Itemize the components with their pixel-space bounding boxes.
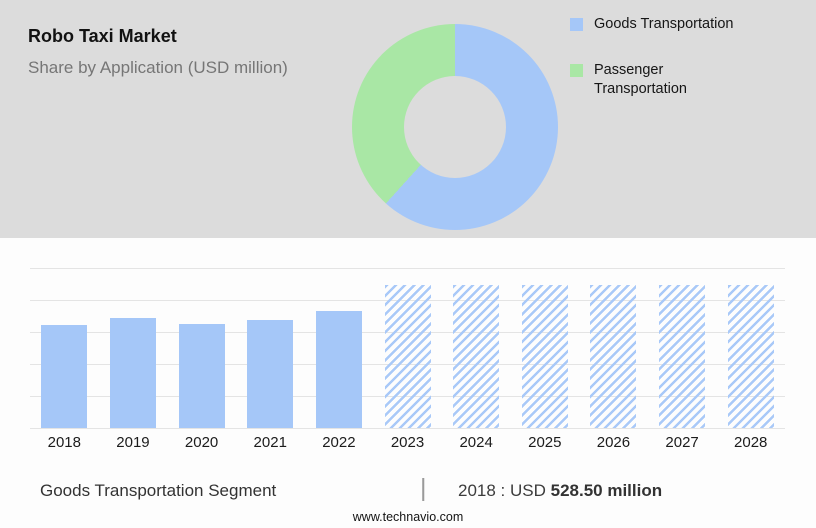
bar-cell-2026 <box>579 268 648 428</box>
bar-2019 <box>109 318 156 428</box>
donut-hole <box>404 76 506 178</box>
website-url: www.technavio.com <box>352 510 464 524</box>
page-title: Robo Taxi Market <box>28 26 177 46</box>
donut-chart <box>352 24 558 230</box>
legend-item-passenger-transportation: Passenger Transportation <box>570 61 744 99</box>
bar-2025 <box>521 285 568 428</box>
x-label-2027: 2027 <box>665 434 699 451</box>
bar-cell-2027 <box>648 268 717 428</box>
x-label-2018: 2018 <box>47 434 81 451</box>
bar-2024 <box>453 285 500 428</box>
bar-cell-2023 <box>373 268 442 428</box>
x-label-2021: 2021 <box>253 434 287 451</box>
page-subtitle: Share by Application (USD million) <box>28 58 288 77</box>
bar-cell-2021 <box>236 268 305 428</box>
header-section: Robo Taxi Market Share by Application (U… <box>0 0 816 238</box>
bar-2022 <box>315 311 362 428</box>
legend-item-goods-transportation: Goods Transportation <box>570 15 744 34</box>
bar-2021 <box>247 320 294 428</box>
bar-2020 <box>178 324 225 428</box>
separator: | <box>420 474 427 502</box>
chart-legend: Goods Transportation Passenger Transport… <box>570 15 744 126</box>
bar-2026 <box>590 285 637 428</box>
legend-label-passenger: Passenger Transportation <box>594 61 687 97</box>
bar-cell-2028 <box>716 268 785 428</box>
stat-prefix: 2018 : USD <box>458 481 546 500</box>
stat-value: 528.50 million <box>550 481 663 500</box>
bar-2027 <box>659 285 706 428</box>
legend-label-goods: Goods Transportation <box>594 16 734 32</box>
bar-chart <box>30 268 785 428</box>
x-axis-labels: 2018 2019 2020 2021 2022 2023 2024 2025 2026 2027… <box>30 434 785 451</box>
x-label-2019: 2019 <box>116 434 150 451</box>
bar-chart-section: 2018 2019 2020 2021 2022 2023 2024 2025 2026 2027… <box>0 238 816 460</box>
x-label-2024: 2024 <box>459 434 493 451</box>
bar-cell-2022 <box>305 268 374 428</box>
legend-swatch-goods-icon <box>570 18 583 31</box>
bar-cell-2024 <box>442 268 511 428</box>
bar-2023 <box>384 285 431 428</box>
bar-cell-2019 <box>99 268 168 428</box>
bar-2018 <box>41 325 88 428</box>
x-label-2025: 2025 <box>528 434 562 451</box>
legend-swatch-passenger-icon <box>570 63 583 77</box>
bar-2028 <box>727 285 774 428</box>
bar-cell-2020 <box>167 268 236 428</box>
x-label-2022: 2022 <box>322 434 356 451</box>
x-label-2023: 2023 <box>390 434 425 451</box>
footer-section: Goods Transportation Segment | 2018 : US… <box>0 460 816 528</box>
x-label-2028: 2028 <box>734 434 768 451</box>
segment-label: Goods Transportation Segment <box>40 481 277 500</box>
stat-text: 2018 : USD 528.50 million <box>458 481 662 501</box>
bar-cell-2018 <box>30 268 99 428</box>
x-label-2020: 2020 <box>184 434 219 451</box>
x-label-2026: 2026 <box>596 434 631 451</box>
bar-cell-2025 <box>510 268 579 428</box>
